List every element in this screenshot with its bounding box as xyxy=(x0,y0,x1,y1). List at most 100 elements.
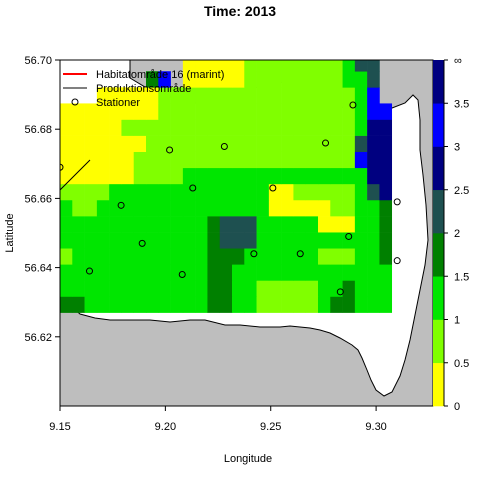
heatmap-cell xyxy=(281,135,294,152)
heatmap-cell xyxy=(342,296,356,313)
heatmap-cell xyxy=(256,151,270,169)
heatmap-cell xyxy=(342,183,356,201)
heatmap-cell xyxy=(354,167,368,185)
heatmap-cell xyxy=(121,87,135,104)
heatmap-cell xyxy=(109,167,122,185)
heatmap-cell xyxy=(207,216,221,233)
station-point xyxy=(393,257,401,265)
heatmap-cell xyxy=(158,119,171,136)
heatmap-cell xyxy=(72,280,85,297)
heatmap-cell xyxy=(182,87,196,104)
heatmap-cell xyxy=(195,216,208,233)
heatmap-cell xyxy=(330,39,343,55)
heatmap-cell xyxy=(330,7,343,23)
heatmap-cell xyxy=(256,264,270,281)
heatmap-cell xyxy=(232,264,245,281)
heatmap-cell xyxy=(268,167,282,185)
x-tick-label: 9.20 xyxy=(155,421,176,433)
heatmap-cell xyxy=(354,183,368,201)
heatmap-cell xyxy=(256,296,270,313)
heatmap-cell xyxy=(318,248,331,265)
heatmap-cell xyxy=(195,135,208,152)
heatmap-cell xyxy=(72,216,85,233)
heatmap-cell xyxy=(232,60,245,72)
heatmap-cell xyxy=(72,183,85,201)
heatmap-cell xyxy=(146,264,159,281)
heatmap-cell xyxy=(60,248,73,265)
heatmap-cell xyxy=(84,119,98,136)
heatmap-cell xyxy=(268,135,282,152)
heatmap-cell xyxy=(96,119,110,136)
heatmap-cell xyxy=(182,232,196,249)
heatmap-cell xyxy=(306,0,319,7)
heatmap-cell xyxy=(330,232,343,249)
heatmap-cell xyxy=(207,199,221,217)
heatmap-cell xyxy=(133,280,147,297)
heatmap-cell xyxy=(244,87,257,104)
colorbar-tick-label: 1.5 xyxy=(454,271,469,283)
heatmap-cell xyxy=(219,103,233,120)
heatmap-cell xyxy=(330,183,343,201)
heatmap-cell xyxy=(268,87,282,104)
station-point xyxy=(220,143,228,150)
heatmap-cell xyxy=(330,167,343,185)
heatmap-cell xyxy=(318,280,331,297)
heatmap-cell xyxy=(281,296,294,313)
heatmap-cell xyxy=(182,183,196,201)
heatmap-cell xyxy=(207,60,221,72)
heatmap-cell xyxy=(195,151,208,169)
heatmap-cell xyxy=(170,264,184,281)
heatmap-cell xyxy=(170,119,184,136)
heatmap-cell xyxy=(109,264,122,281)
heatmap-cell xyxy=(244,216,257,233)
heatmap-cell xyxy=(182,296,196,313)
colorbar-bin xyxy=(433,276,444,320)
heatmap-cell xyxy=(305,232,319,249)
heatmap-cell xyxy=(96,232,110,249)
heatmap-cell xyxy=(342,103,356,120)
heatmap-cell xyxy=(367,71,380,88)
heatmap-cell xyxy=(146,296,159,313)
heatmap-cell xyxy=(305,87,319,104)
heatmap-cell xyxy=(133,264,147,281)
heatmap-cell xyxy=(220,39,233,55)
heatmap-cell xyxy=(318,71,331,88)
heatmap-cell xyxy=(84,135,98,152)
heatmap-cell xyxy=(84,167,98,185)
station-point xyxy=(138,239,146,247)
heatmap-cell xyxy=(84,183,98,201)
heatmap-cell xyxy=(84,199,98,217)
heatmap-cell xyxy=(367,199,380,217)
station-point xyxy=(393,198,401,206)
heatmap-cell xyxy=(158,296,171,313)
heatmap-cell xyxy=(354,296,368,313)
heatmap-cell xyxy=(121,183,135,201)
heatmap-cell xyxy=(318,216,331,233)
heatmap-cell xyxy=(109,183,122,201)
heatmap-cell xyxy=(232,39,245,55)
heatmap-cell xyxy=(170,232,184,249)
heatmap-cell xyxy=(232,280,245,297)
station-point xyxy=(296,250,304,258)
heatmap-cell xyxy=(232,151,245,169)
y-tick-label: 56.64 xyxy=(24,263,52,275)
map-panel xyxy=(60,0,433,406)
heatmap-cell xyxy=(343,23,356,39)
heatmap-cell xyxy=(269,39,282,55)
heatmap-cell xyxy=(72,151,85,169)
heatmap-cell xyxy=(182,151,196,169)
heatmap-cell xyxy=(293,151,307,169)
heatmap-cell xyxy=(318,103,331,120)
heatmap-cell xyxy=(367,39,380,55)
heatmap-cell xyxy=(195,119,208,136)
heatmap-cell xyxy=(318,0,331,7)
heatmap-cell xyxy=(72,135,85,152)
heatmap-cell xyxy=(342,151,356,169)
heatmap-cell xyxy=(318,167,331,185)
heatmap-cell xyxy=(355,39,368,55)
colorbar: 0 0.5 1 1.5 2 2.5 3 3.5 ∞ xyxy=(433,55,469,413)
heatmap-cell xyxy=(293,7,306,23)
heatmap-cell xyxy=(84,296,98,313)
heatmap-cell xyxy=(207,71,221,88)
heatmap-cell xyxy=(219,151,233,169)
